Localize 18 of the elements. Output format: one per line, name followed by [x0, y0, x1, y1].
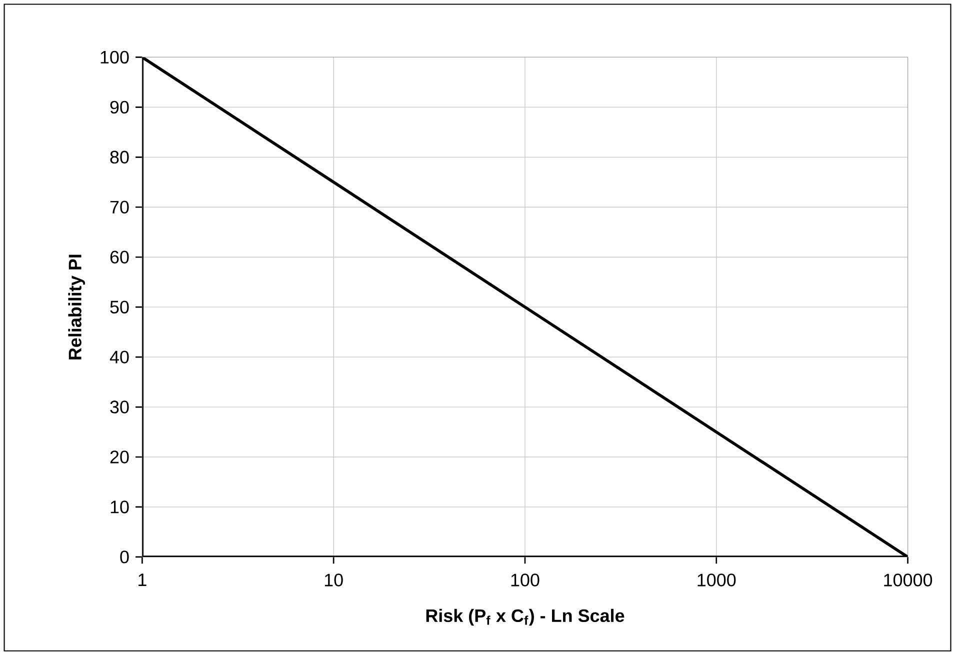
y-tick-label: 90	[110, 100, 129, 114]
y-tick-label: 40	[110, 350, 129, 364]
x-axis-title: Risk (P$_{f}$ x C$_{f}$) - Ln Scale	[426, 608, 624, 626]
y-tick-label: 70	[110, 200, 129, 214]
y-tick-label: 80	[110, 150, 129, 164]
y-tick-label: 100	[100, 50, 129, 64]
y-tick-label: 60	[110, 250, 129, 264]
y-tick-label: 50	[110, 300, 129, 314]
y-tick-label: 30	[110, 400, 129, 414]
y-tick-label: 0	[120, 550, 129, 564]
x-tick-label: 10000	[884, 574, 932, 586]
y-axis-title: Reliability PI	[68, 254, 86, 360]
y-tick-label: 20	[110, 450, 129, 464]
x-tick-label: 1000	[698, 574, 736, 586]
x-tick-label: 100	[511, 574, 540, 586]
x-tick-label: 10	[324, 574, 343, 586]
x-tick-label: 1	[138, 574, 146, 586]
y-tick-label: 10	[110, 500, 129, 514]
